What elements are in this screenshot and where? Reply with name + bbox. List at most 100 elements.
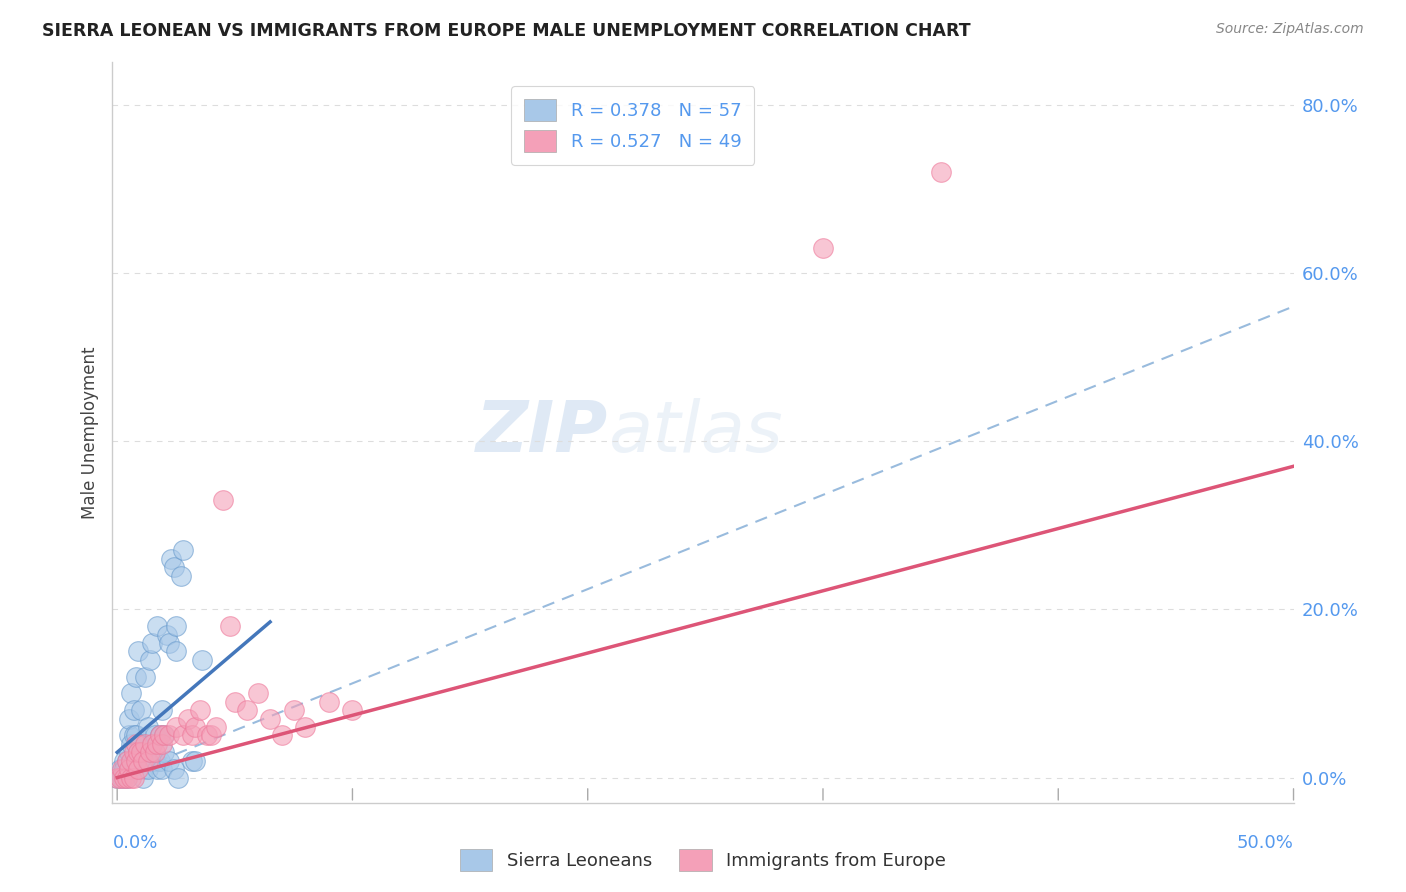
Point <box>120 686 142 700</box>
Point <box>136 762 159 776</box>
Y-axis label: Male Unemployment: Male Unemployment <box>80 346 98 519</box>
Point <box>150 762 173 776</box>
Point <box>160 551 183 566</box>
Point <box>134 737 156 751</box>
Point <box>115 771 138 785</box>
Point <box>195 729 218 743</box>
Point <box>259 712 281 726</box>
Point <box>200 729 222 743</box>
Point <box>212 492 235 507</box>
Point <box>184 720 207 734</box>
Legend: R = 0.378   N = 57, R = 0.527   N = 49: R = 0.378 N = 57, R = 0.527 N = 49 <box>512 87 754 165</box>
Point <box>146 619 169 633</box>
Point <box>118 712 141 726</box>
Point <box>120 754 142 768</box>
Point <box>157 636 180 650</box>
Text: ZIP: ZIP <box>477 398 609 467</box>
Point <box>127 745 149 759</box>
Point <box>132 771 155 785</box>
Text: 0.0%: 0.0% <box>112 834 157 852</box>
Point <box>127 762 149 776</box>
Point <box>125 729 148 743</box>
Point <box>167 771 190 785</box>
Point <box>127 644 149 658</box>
Point <box>163 762 186 776</box>
Point <box>125 754 148 768</box>
Point <box>139 653 162 667</box>
Point <box>112 754 135 768</box>
Point <box>122 754 145 768</box>
Point <box>132 754 155 768</box>
Point <box>108 762 131 776</box>
Point <box>172 543 194 558</box>
Point <box>172 729 194 743</box>
Text: atlas: atlas <box>609 398 783 467</box>
Point <box>181 754 204 768</box>
Point <box>191 653 214 667</box>
Point <box>150 703 173 717</box>
Point <box>108 771 131 785</box>
Point <box>165 619 187 633</box>
Point <box>247 686 270 700</box>
Point <box>929 165 952 179</box>
Point <box>342 703 364 717</box>
Point <box>143 729 166 743</box>
Point <box>136 720 159 734</box>
Point <box>125 754 148 768</box>
Point <box>127 745 149 759</box>
Point <box>146 737 169 751</box>
Point <box>112 762 135 776</box>
Point <box>157 754 180 768</box>
Point <box>118 729 141 743</box>
Text: SIERRA LEONEAN VS IMMIGRANTS FROM EUROPE MALE UNEMPLOYMENT CORRELATION CHART: SIERRA LEONEAN VS IMMIGRANTS FROM EUROPE… <box>42 22 970 40</box>
Point <box>122 745 145 759</box>
Point <box>184 754 207 768</box>
Point <box>134 754 156 768</box>
Point <box>141 737 163 751</box>
Point <box>270 729 292 743</box>
Point <box>129 703 152 717</box>
Point <box>143 745 166 759</box>
Point <box>153 729 176 743</box>
Point <box>141 737 163 751</box>
Point <box>134 670 156 684</box>
Point <box>112 771 135 785</box>
Point <box>139 745 162 759</box>
Point <box>205 720 228 734</box>
Point <box>115 754 138 768</box>
Text: 50.0%: 50.0% <box>1237 834 1294 852</box>
Point <box>118 745 141 759</box>
Point <box>157 729 180 743</box>
Point <box>224 695 246 709</box>
Point <box>153 729 176 743</box>
Point <box>115 771 138 785</box>
Point <box>235 703 257 717</box>
Point <box>165 644 187 658</box>
Point <box>188 703 211 717</box>
Point <box>139 745 162 759</box>
Point <box>148 754 170 768</box>
Point <box>125 737 148 751</box>
Point <box>129 737 152 751</box>
Point <box>132 762 155 776</box>
Point <box>165 720 187 734</box>
Legend: Sierra Leoneans, Immigrants from Europe: Sierra Leoneans, Immigrants from Europe <box>453 842 953 879</box>
Point <box>120 771 142 785</box>
Point <box>122 703 145 717</box>
Point <box>105 771 128 785</box>
Point <box>111 762 134 776</box>
Point <box>219 619 242 633</box>
Point <box>141 636 163 650</box>
Point <box>155 627 177 641</box>
Point <box>811 240 834 255</box>
Point <box>143 754 166 768</box>
Point <box>181 729 204 743</box>
Point <box>136 754 159 768</box>
Point <box>129 745 152 759</box>
Point <box>146 762 169 776</box>
Point <box>148 729 170 743</box>
Point <box>122 729 145 743</box>
Point <box>105 771 128 785</box>
Point <box>170 568 193 582</box>
Point <box>148 729 170 743</box>
